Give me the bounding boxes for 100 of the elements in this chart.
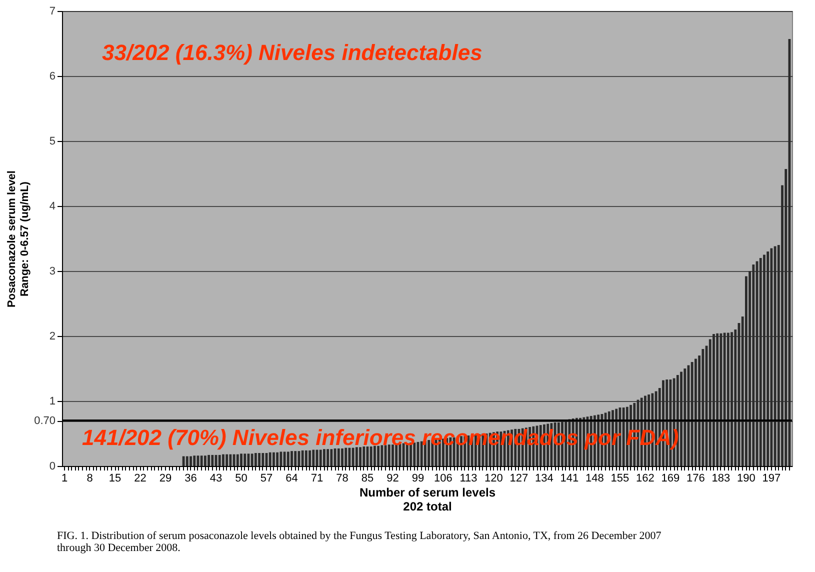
x-tick-label: 29 <box>159 472 172 484</box>
bar <box>730 332 733 466</box>
bar <box>200 456 203 466</box>
bar <box>344 448 348 466</box>
x-tick-label: 71 <box>310 472 324 484</box>
bar <box>723 332 726 466</box>
x-tick-label: 113 <box>460 472 478 484</box>
bar <box>211 454 214 466</box>
bar <box>398 444 402 466</box>
x-tick-label: 57 <box>260 472 273 484</box>
bar <box>268 452 272 466</box>
bar <box>286 452 290 466</box>
bar <box>276 452 279 466</box>
bar <box>294 451 297 466</box>
bar <box>362 446 366 466</box>
x-tick-label: 15 <box>108 472 122 484</box>
bar <box>759 258 762 466</box>
y-tick-label: 4 <box>49 200 56 212</box>
bar <box>388 444 390 466</box>
x-tick-label: 155 <box>610 472 630 484</box>
bar <box>258 453 260 466</box>
x-tick-label: 85 <box>361 472 374 484</box>
x-tick-label: 22 <box>134 472 146 484</box>
bar <box>395 444 398 466</box>
x-tick-label: 162 <box>636 472 654 484</box>
bar <box>250 454 254 466</box>
bar <box>290 451 293 466</box>
x-tick-label: 183 <box>712 472 730 484</box>
bar <box>326 449 330 466</box>
x-tick-label: 78 <box>336 472 348 484</box>
y-tick-label: 5 <box>49 136 56 148</box>
x-axis-title: Number of serum levels 202 total <box>359 486 496 514</box>
x-tick-label: 1 <box>61 472 68 484</box>
bar <box>726 332 730 466</box>
bar <box>766 252 770 466</box>
y-axis-title: Posaconazole serum level Range: 0-6.57 (ug/mL) <box>6 170 32 308</box>
bar <box>280 452 282 466</box>
bar <box>186 456 188 466</box>
x-tick-label: 169 <box>661 472 680 484</box>
bar <box>218 454 221 466</box>
x-tick-label: 134 <box>535 472 554 484</box>
bar <box>716 333 719 466</box>
x-tick-label: 120 <box>484 472 503 484</box>
x-tick-label: 64 <box>286 472 298 484</box>
y-tick-label: 1 <box>49 396 56 408</box>
bar <box>193 456 196 466</box>
annotation: 33/202 (16.3%) Niveles indetectables <box>102 40 482 65</box>
bar <box>337 448 340 466</box>
bar <box>204 456 206 466</box>
bar <box>752 264 755 466</box>
y-tick-label: 0 <box>49 460 56 472</box>
y-tick-label: 3 <box>49 266 56 278</box>
caption: FIG. 1. Distribution of serum posaconazole levels obtained by the Fungus Testing Laboratory, San Antonio, TX, from 26 December 2007 through 30 December 2008. <box>57 530 662 554</box>
bar <box>684 368 686 466</box>
bar <box>377 446 380 466</box>
y-tick-label: 2 <box>49 330 56 342</box>
bar <box>413 442 416 466</box>
bar <box>770 248 773 466</box>
x-tick-label: 127 <box>510 472 528 484</box>
bar <box>304 450 308 466</box>
bar <box>254 453 257 466</box>
bar <box>323 449 326 466</box>
y-tick-label: 0.70 <box>34 415 56 427</box>
bar <box>226 454 228 466</box>
x-tick-label: 148 <box>586 472 604 484</box>
x-tick-label: 50 <box>235 472 248 484</box>
bar <box>229 454 232 466</box>
bar <box>702 349 704 466</box>
bar <box>352 448 354 466</box>
bar <box>240 454 242 466</box>
bar <box>190 456 192 466</box>
bar <box>680 372 682 466</box>
x-tick-label: 92 <box>386 472 399 484</box>
bar <box>319 450 322 466</box>
bar <box>370 446 372 466</box>
bar <box>380 445 384 466</box>
bar <box>420 441 423 466</box>
bar <box>355 447 358 466</box>
bar <box>244 454 246 466</box>
x-tick-label: 43 <box>210 472 222 484</box>
bar <box>272 452 275 466</box>
bar <box>359 447 362 466</box>
bar <box>236 454 239 466</box>
bar <box>720 333 722 466</box>
bar <box>341 448 344 466</box>
bar <box>374 446 376 466</box>
bar <box>208 454 210 466</box>
bar <box>308 450 311 466</box>
bar <box>763 254 766 466</box>
bar <box>312 450 315 466</box>
x-tick-label: 190 <box>737 472 756 484</box>
bar <box>330 449 333 466</box>
y-tick-label: 7 <box>49 6 56 18</box>
bar <box>712 334 715 466</box>
x-tick-label: 106 <box>434 472 452 484</box>
bar <box>262 453 264 466</box>
y-tick-label: 6 <box>49 70 56 82</box>
x-tick-label: 8 <box>86 472 93 484</box>
bar <box>222 454 224 466</box>
x-tick-label: 36 <box>184 472 197 484</box>
